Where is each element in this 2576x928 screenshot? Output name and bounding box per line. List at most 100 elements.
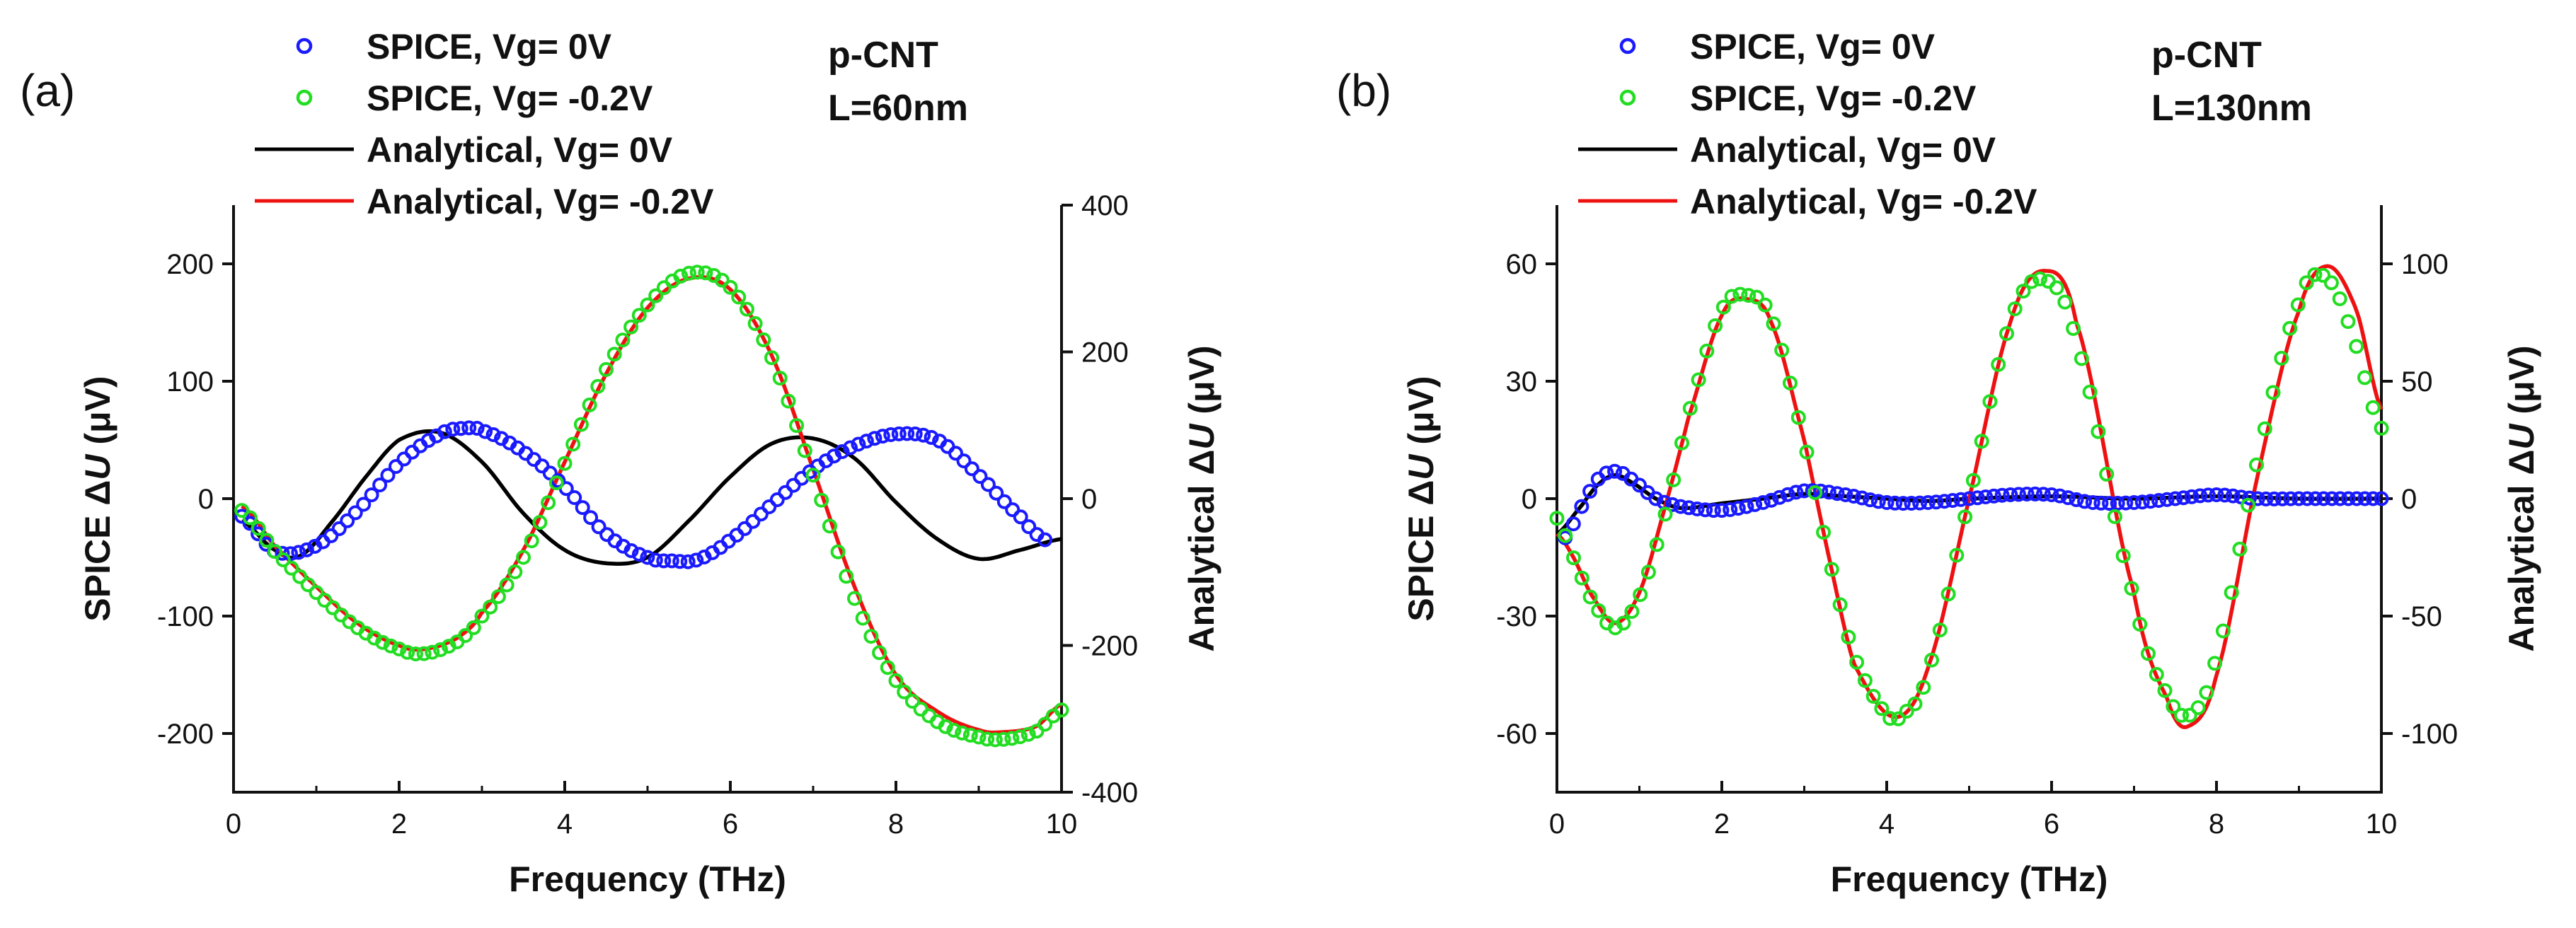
data-point — [872, 645, 887, 661]
data-point — [979, 731, 995, 747]
data-point — [325, 600, 340, 615]
legend-marker — [1619, 37, 1636, 54]
data-point — [275, 552, 291, 567]
data-point — [1574, 570, 1589, 586]
data-point — [797, 443, 812, 458]
data-point — [1633, 587, 1648, 603]
data-point — [2060, 490, 2076, 506]
data-point — [996, 494, 1012, 509]
data-point — [1994, 487, 2010, 503]
data-point — [698, 265, 713, 281]
data-point — [1689, 501, 1705, 516]
data-point — [962, 727, 978, 743]
data-point — [938, 719, 953, 734]
data-point — [309, 585, 324, 601]
data-point — [1599, 465, 1614, 481]
data-point — [383, 638, 398, 654]
data-point — [2107, 509, 2122, 524]
data-point — [1788, 485, 1804, 500]
data-point — [1574, 499, 1589, 514]
data-point — [948, 446, 963, 461]
data-point — [557, 456, 573, 471]
x-tick-label: 10 — [2366, 808, 2398, 840]
data-point — [1723, 502, 1738, 517]
data-point — [1863, 492, 1878, 508]
x-tick-label: 2 — [391, 808, 407, 840]
data-point — [1928, 494, 1944, 510]
y-right-tick-label: 200 — [1081, 337, 1129, 369]
data-point — [300, 577, 316, 593]
data-point — [830, 544, 846, 559]
data-point — [2265, 385, 2281, 400]
data-point — [2332, 291, 2347, 306]
data-point — [2082, 384, 2098, 400]
data-point — [2118, 495, 2134, 511]
data-point — [739, 301, 754, 317]
data-point — [851, 436, 866, 452]
legend-marker — [296, 37, 313, 54]
data-point — [2110, 496, 2125, 511]
data-point — [1924, 652, 1939, 668]
data-point — [2324, 491, 2340, 506]
data-point — [980, 477, 996, 492]
data-point — [2225, 488, 2241, 504]
data-point — [251, 521, 266, 536]
data-point — [2299, 491, 2315, 506]
data-point — [242, 510, 258, 526]
data-point — [682, 265, 696, 281]
data-point — [2132, 617, 2148, 632]
data-point — [2323, 275, 2339, 291]
data-point — [340, 513, 355, 528]
y-left-tick-label: -100 — [157, 601, 214, 632]
data-point — [2028, 486, 2043, 501]
data-point — [1691, 372, 1706, 388]
data-point — [640, 550, 655, 565]
data-point — [469, 421, 485, 436]
data-point — [897, 684, 912, 700]
legend-marker — [296, 89, 313, 106]
data-point — [2316, 267, 2331, 283]
y-right-tick-label: -50 — [2401, 601, 2442, 632]
x-tick-label: 6 — [2044, 808, 2059, 840]
data-point — [1849, 654, 1865, 670]
data-point — [1706, 503, 1721, 518]
y-right-tick-label: 50 — [2401, 366, 2433, 398]
data-point — [433, 642, 448, 657]
series-markers-spice-vg0 — [234, 420, 1053, 569]
data-point — [2044, 487, 2059, 502]
data-point — [1965, 472, 1981, 488]
data-point — [972, 469, 988, 485]
data-point — [2127, 495, 2141, 510]
data-point — [1054, 702, 1069, 718]
data-point — [737, 521, 752, 536]
data-point — [347, 505, 363, 521]
legend-entry: Analytical, Vg= 0V — [1690, 130, 1996, 170]
y-right-tick-label: 0 — [1081, 484, 1097, 515]
data-point — [858, 434, 874, 449]
data-point — [1013, 729, 1028, 745]
data-point — [769, 492, 785, 507]
x-tick-label: 2 — [1714, 808, 1730, 840]
data-point — [268, 544, 282, 559]
data-point — [599, 361, 614, 377]
data-point — [2308, 491, 2323, 506]
data-point — [466, 620, 481, 635]
data-point — [2349, 339, 2364, 354]
data-point — [1764, 492, 1779, 508]
data-point — [445, 422, 461, 437]
data-point — [299, 542, 314, 557]
data-point — [408, 646, 423, 661]
data-point — [1846, 489, 1861, 504]
data-point — [1774, 342, 1790, 358]
data-point — [583, 510, 599, 526]
data-point — [284, 560, 299, 576]
data-point — [1005, 502, 1020, 518]
data-point — [1857, 673, 1873, 688]
data-point — [2149, 667, 2164, 682]
data-point — [772, 371, 788, 386]
data-point — [2209, 487, 2224, 502]
y-right-tick-label: -400 — [1081, 777, 1138, 808]
data-point — [764, 350, 779, 366]
data-point — [1904, 496, 1919, 511]
data-point — [888, 673, 904, 688]
